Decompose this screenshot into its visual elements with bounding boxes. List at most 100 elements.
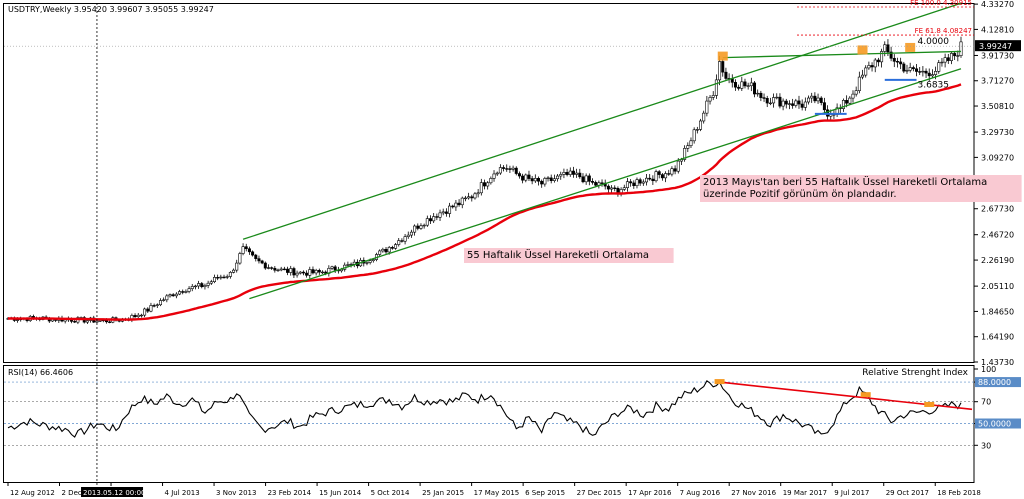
fibo-level-label: FE 100.0 4.30915 xyxy=(910,0,972,7)
candle-body xyxy=(441,211,445,214)
candle-body xyxy=(559,174,563,177)
candle-body xyxy=(279,268,283,271)
candle-body xyxy=(565,172,569,175)
price-y-tick-label: 1.84650 xyxy=(981,307,1014,316)
candle-body xyxy=(543,178,547,185)
candle-body xyxy=(406,234,410,237)
candle-body xyxy=(276,269,280,272)
candle-body xyxy=(95,320,99,323)
x-tick-label: 4 Jul 2013 xyxy=(165,489,200,497)
candle-body xyxy=(171,294,175,297)
candle-body xyxy=(708,97,712,102)
candle-body xyxy=(209,281,213,284)
candle-body xyxy=(397,240,401,245)
candle-body xyxy=(762,97,766,99)
candle-body xyxy=(444,211,448,214)
candle-body xyxy=(800,103,804,108)
candle-body xyxy=(317,269,321,273)
price-y-tick-label: 2.05110 xyxy=(981,282,1014,291)
candle-body xyxy=(289,268,293,273)
candle-body xyxy=(333,266,337,271)
price-y-tick-label: 2.26190 xyxy=(981,256,1014,265)
candle-body xyxy=(584,175,588,183)
candle-body xyxy=(108,321,112,323)
candle-body xyxy=(784,100,788,105)
x-crosshair-label: 2013.05.12 00:00 xyxy=(83,489,145,497)
candle-body xyxy=(422,224,426,227)
candle-body xyxy=(552,178,556,181)
price-y-tick-label: 3.50810 xyxy=(981,102,1014,111)
candle-body xyxy=(222,276,226,279)
candle-body xyxy=(511,167,515,170)
peak-marker xyxy=(857,45,868,55)
candle-body xyxy=(578,172,582,178)
candle-body xyxy=(228,272,232,277)
price-y-tick-label: 1.43730 xyxy=(981,358,1014,367)
candle-body xyxy=(819,97,823,103)
candle-body xyxy=(740,81,744,89)
candle-body xyxy=(460,197,464,206)
candle-body xyxy=(937,62,941,72)
candle-body xyxy=(883,44,887,52)
candle-body xyxy=(803,101,807,108)
candle-body xyxy=(241,246,245,254)
price-y-tick-label: 3.29730 xyxy=(981,128,1014,137)
candle-body xyxy=(432,216,436,222)
candle-body xyxy=(772,97,776,104)
candle-body xyxy=(797,100,801,105)
candle-body xyxy=(403,236,407,242)
candle-body xyxy=(200,283,204,288)
candle-body xyxy=(854,90,858,95)
x-tick-label: 27 Nov 2016 xyxy=(731,489,776,497)
summary-annotation-bg xyxy=(700,175,1022,202)
candle-body xyxy=(498,167,502,174)
candle-body xyxy=(416,225,420,229)
candle-body xyxy=(463,197,467,200)
candle-body xyxy=(743,81,747,87)
candle-body xyxy=(381,248,385,252)
candle-body xyxy=(753,82,757,95)
price-y-tick-label: 4.12810 xyxy=(981,25,1014,34)
trendline-horizontal-resistance xyxy=(722,50,962,59)
candle-body xyxy=(139,314,143,317)
x-tick-label: 18 Feb 2018 xyxy=(937,489,981,497)
peak-marker xyxy=(905,42,916,52)
candle-body xyxy=(622,187,626,190)
candle-body xyxy=(438,212,442,218)
candle-body xyxy=(174,293,178,297)
candle-body xyxy=(168,294,172,297)
last-price-tag-label: 3.99247 xyxy=(979,42,1012,51)
candle-body xyxy=(670,168,674,175)
ema55-line xyxy=(7,83,962,321)
x-tick-label: 15 Jun 2014 xyxy=(319,489,362,497)
candle-body xyxy=(594,182,598,186)
candles xyxy=(6,36,963,325)
candle-body xyxy=(610,187,614,190)
fibo-level-label: FE 61.8 4.08247 xyxy=(915,27,972,35)
candle-body xyxy=(778,96,782,107)
candle-body xyxy=(314,269,318,274)
x-tick-label: 29 Oct 2017 xyxy=(886,489,929,497)
summary-annotation: üzerinde Pozitif görünüm ön plandadır. xyxy=(703,189,897,200)
rsi-level-tag xyxy=(975,418,1021,429)
candle-body xyxy=(400,240,404,242)
candle-body xyxy=(737,86,741,89)
candle-body xyxy=(807,97,811,103)
candle-body xyxy=(810,95,814,99)
candle-body xyxy=(409,231,413,236)
price-header: USDTRY,Weekly 3.95420 3.99607 3.95055 3.… xyxy=(8,5,214,14)
x-tick-label: 25 Jan 2015 xyxy=(422,489,464,497)
candle-body xyxy=(905,69,909,72)
candle-body xyxy=(632,182,636,187)
candle-body xyxy=(943,57,947,63)
price-y-tick-label: 3.91730 xyxy=(981,51,1014,60)
candle-body xyxy=(759,92,763,98)
candle-body xyxy=(664,173,668,179)
candle-body xyxy=(568,170,572,175)
candle-body xyxy=(133,315,137,318)
ema-last-label: 3.6835 xyxy=(918,80,950,90)
candle-body xyxy=(489,178,493,184)
candle-body xyxy=(695,129,699,131)
candle-body xyxy=(425,218,429,226)
